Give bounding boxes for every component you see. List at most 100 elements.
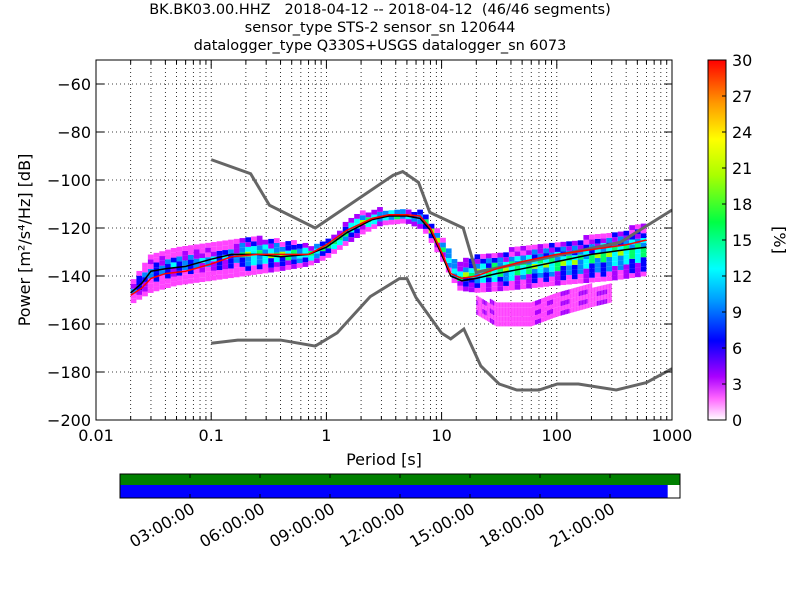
psd-cell [130,279,137,284]
psd-cell [233,258,240,263]
psd-cell [600,262,607,268]
psd-cell [515,302,517,308]
psd-cell [612,237,618,242]
psd-cell [457,271,464,277]
psd-cell [572,293,575,298]
psd-cell [571,269,578,275]
psd-cell [468,263,475,269]
psd-cell [503,261,509,267]
colorbar-tick-label: 12 [732,267,752,286]
psd-cell [572,297,575,303]
psd-cell [556,292,558,298]
psd-cell [457,276,464,282]
psd-cell [592,287,594,293]
y-tick-label: −60 [57,75,91,94]
psd-cell [495,316,498,322]
psd-cell [527,307,529,312]
psd-cell [612,232,618,238]
psd-cell [296,253,303,259]
psd-cell [524,307,526,312]
psd-cell [482,313,484,319]
psd-cell [382,215,389,221]
psd-cell [165,254,171,260]
psd-cell [599,285,602,291]
psd-cell [587,288,590,294]
psd-cell [526,278,532,284]
psd-cell [557,292,560,298]
psd-cell [594,272,601,278]
psd-cell [503,281,509,286]
psd-cell [354,228,360,234]
psd-cell [251,246,257,251]
psd-cell [147,278,154,284]
psd-cell [606,233,613,238]
psd-cell [434,237,441,243]
psd-cell [566,299,569,305]
psd-cell [533,310,535,316]
psd-cell [483,314,486,320]
psd-cell [497,257,504,263]
psd-cell [291,259,297,265]
psd-cell [589,298,591,303]
psd-cell [504,321,507,327]
psd-cell [598,291,600,296]
psd-cell [580,295,582,301]
psd-cell [474,283,481,288]
psd-cell [634,253,641,258]
psd-cell [571,303,573,308]
psd-cell [279,242,286,247]
psd-cell [530,302,532,308]
psd-cell [205,271,211,277]
psd-cell [285,241,292,246]
psd-cell [165,278,171,284]
psd-cell [497,267,504,272]
psd-cell [526,254,532,260]
psd-cell [601,299,603,305]
psd-cell [497,307,499,312]
psd-cell [617,250,624,256]
psd-cell [545,301,548,307]
psd-cell [541,303,543,309]
psd-cell [503,316,505,322]
psd-cell [210,242,217,247]
psd-cell [547,300,549,306]
psd-cell [510,307,513,312]
psd-cell [222,250,229,255]
psd-cell [256,259,263,265]
psd-cell [239,257,246,263]
psd-cell [578,305,581,311]
psd-cell [434,247,441,253]
psd-cell [533,320,535,326]
psd-cell [193,244,200,250]
psd-cell [580,300,582,306]
psd-cell [568,303,570,309]
psd-cell [153,252,160,258]
psd-cell [216,250,223,256]
psd-cell [142,291,148,297]
y-axis-ticks: −60 −80 −100 −120 −140 −160 −180 −200 [47,75,672,430]
psd-cell [485,287,492,292]
psd-cell [417,224,423,229]
psd-cell [577,286,579,292]
psd-cell [165,283,171,289]
psd-cell [526,283,532,289]
psd-cell [571,279,578,285]
psd-cell [606,252,613,258]
psd-cell [541,317,543,323]
psd-cell [228,273,234,279]
psd-cell [605,289,608,295]
psd-cell [513,307,516,312]
psd-cell [577,291,579,297]
psd-cell [600,267,607,272]
psd-cell [548,300,551,306]
psd-cell [480,303,483,308]
psd-cell [170,262,177,268]
psd-cell [474,254,481,260]
psd-cell [325,253,332,258]
psd-cell [557,301,560,307]
psd-cell [519,302,522,308]
psd-cell [533,306,535,311]
psd-cell [571,260,578,265]
psd-cell [285,245,292,251]
psd-cell [629,263,635,269]
